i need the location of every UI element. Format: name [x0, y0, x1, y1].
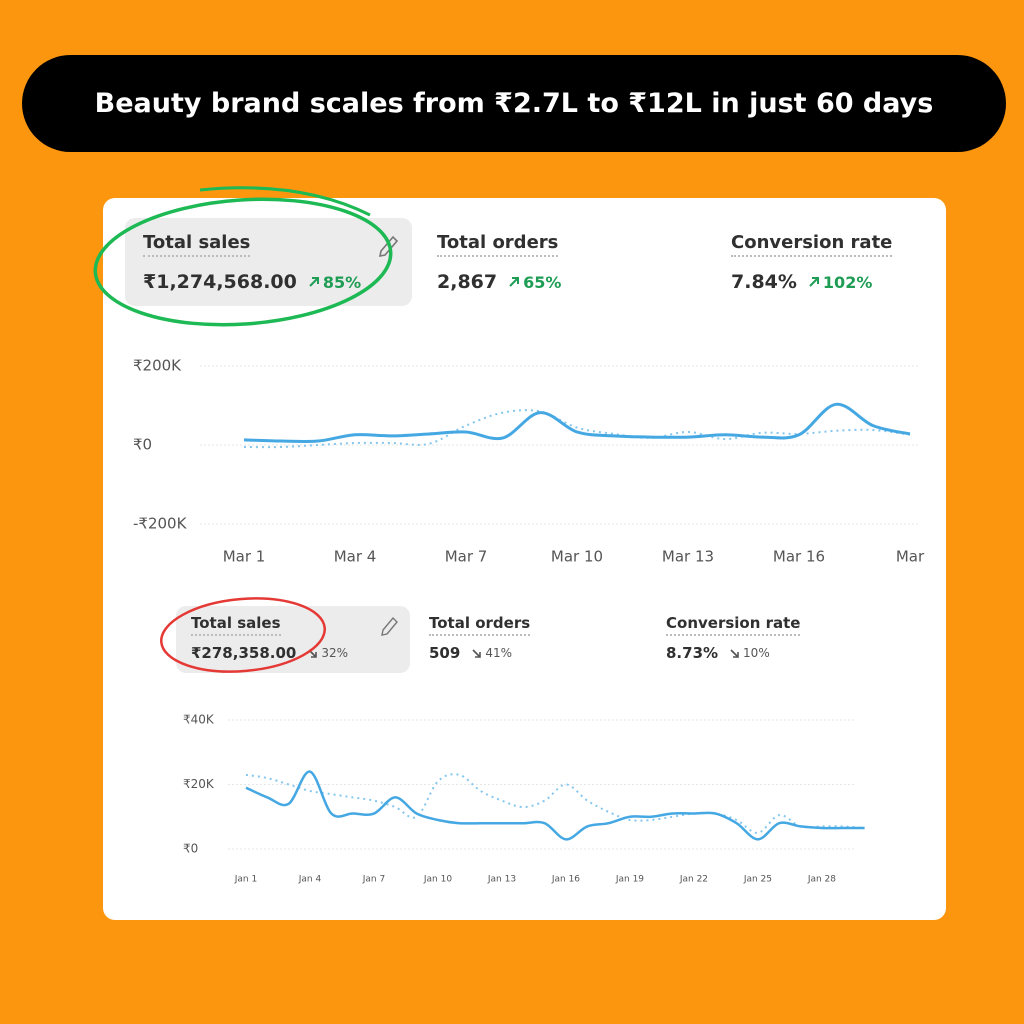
- metric-value: 7.84%: [731, 271, 797, 293]
- metric-change: 102%: [822, 272, 873, 292]
- x-tick-label: Jan 19: [615, 875, 644, 885]
- current-line: [245, 770, 865, 841]
- metric-value: 2,867: [437, 271, 498, 293]
- metric-change: 41%: [485, 646, 512, 660]
- metric: Total sales ₹1,274,568.00 85%: [143, 232, 361, 293]
- x-tick-label: Mar 10: [551, 548, 603, 566]
- headline: Beauty brand scales from ₹2.7L to ₹12L i…: [94, 88, 934, 119]
- metric-value: ₹278,358.00: [191, 644, 297, 662]
- metric-value: 509: [429, 644, 461, 662]
- x-tick-label: Jan 7: [362, 875, 385, 885]
- highlight-circle: [160, 597, 326, 673]
- metric: Conversion rate 7.84% 102%: [731, 232, 893, 293]
- metric-change: 10%: [743, 646, 770, 660]
- metric-label: Conversion rate: [731, 232, 893, 257]
- metric-label: Total sales: [191, 614, 281, 636]
- metric-highlight: [176, 606, 410, 673]
- x-tick-label: Mar 13: [662, 548, 714, 566]
- y-tick-label: -₹200K: [133, 515, 188, 533]
- y-tick-label: ₹200K: [133, 357, 182, 375]
- x-tick-label: Jan 10: [423, 875, 452, 885]
- previous-line: [245, 773, 865, 834]
- metric: Total sales ₹278,358.00 32%: [191, 613, 348, 662]
- down-arrow: [472, 648, 482, 658]
- metric-label: Total orders: [437, 232, 559, 257]
- x-tick-label: Mar 7: [445, 548, 488, 566]
- metric-change: 32%: [321, 646, 349, 660]
- metric: Conversion rate 8.73% 10%: [666, 613, 801, 662]
- highlight-stroke: [199, 186, 371, 217]
- x-tick-label: Jan 1: [234, 875, 257, 885]
- up-arrow: [809, 277, 819, 287]
- edit-icon: [381, 616, 398, 636]
- x-tick-label: Mar: [896, 548, 925, 566]
- y-tick-label: ₹0: [183, 842, 198, 856]
- up-arrow: [309, 277, 319, 287]
- x-tick-label: Mar 1: [223, 548, 266, 566]
- down-arrow: [730, 648, 739, 658]
- metric: Total orders 2,867 65%: [437, 232, 561, 293]
- metric-label: Conversion rate: [666, 614, 801, 636]
- x-tick-label: Jan 28: [807, 875, 836, 885]
- headline-banner: Beauty brand scales from ₹2.7L to ₹12L i…: [22, 55, 1006, 152]
- dashboard-card: [103, 198, 946, 920]
- x-tick-label: Jan 25: [743, 875, 772, 885]
- highlight-circle: [93, 197, 393, 327]
- x-tick-label: Jan 4: [298, 875, 322, 885]
- x-tick-label: Jan 16: [551, 875, 580, 885]
- y-tick-label: ₹20K: [183, 777, 215, 791]
- metric-change: 85%: [322, 272, 362, 292]
- previous-line: [243, 409, 911, 449]
- metric: Total orders 509 41%: [429, 613, 531, 662]
- metric-value: ₹1,274,568.00: [143, 271, 297, 293]
- y-tick-label: ₹40K: [183, 713, 215, 727]
- metric-change: 65%: [523, 272, 562, 292]
- metric-label: Total sales: [143, 232, 251, 257]
- metric-value: 8.73%: [666, 644, 719, 662]
- x-tick-label: Mar 4: [334, 548, 377, 566]
- y-tick-label: ₹0: [133, 436, 152, 454]
- up-arrow: [509, 277, 520, 287]
- x-tick-label: Jan 13: [487, 875, 516, 885]
- current-line: [243, 402, 911, 444]
- x-tick-label: Mar 16: [773, 548, 825, 566]
- metric-label: Total orders: [429, 614, 531, 636]
- x-tick-label: Jan 22: [679, 875, 708, 885]
